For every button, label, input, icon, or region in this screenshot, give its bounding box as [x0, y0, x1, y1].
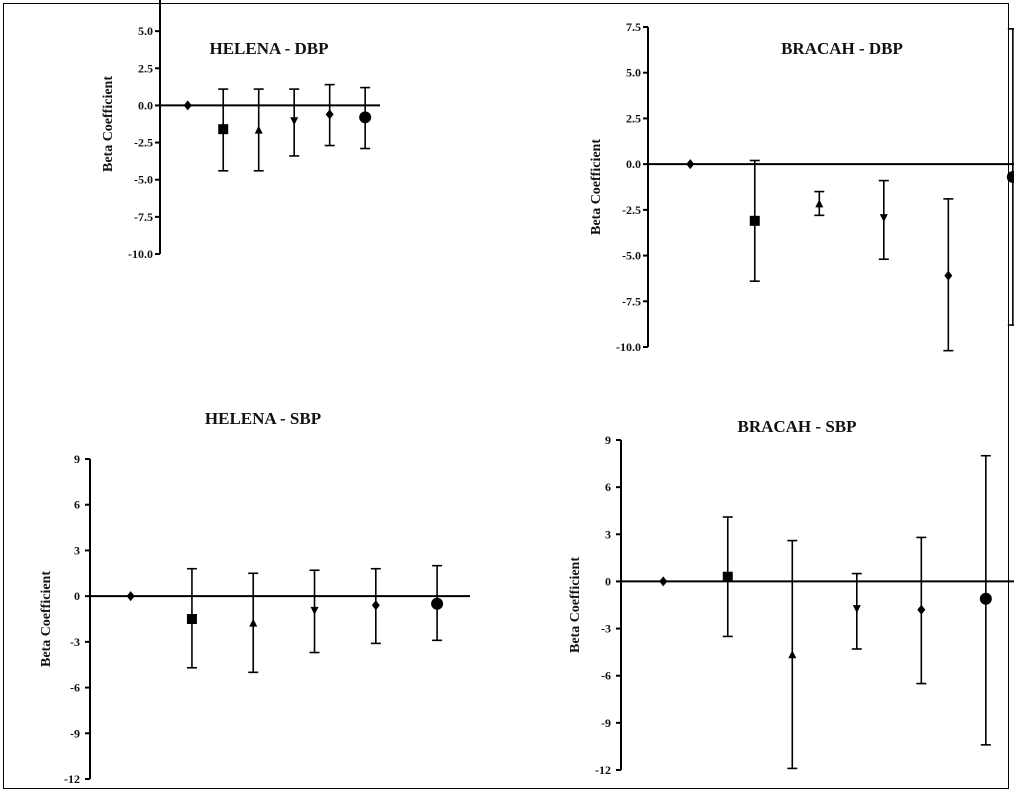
- y-axis-label: Beta Coefficient: [568, 557, 583, 653]
- y-tick-label: -2.5: [134, 136, 153, 150]
- marker-triangle-down: [879, 214, 888, 223]
- marker-square: [749, 215, 760, 226]
- y-tick-label: -12: [64, 772, 80, 786]
- chart-title: BRACAH - SBP: [737, 417, 856, 436]
- marker-triangle-down: [290, 117, 299, 126]
- marker-triangle-up: [788, 650, 797, 659]
- chart-helena-sbp: HELENA - SBP Beta Coefficient 9 6 3 0 -3 -6 -9…: [39, 409, 470, 786]
- figure-frame: HELENA - DBP Beta Coefficient 7.5 5.0 2.5 0…: [3, 0, 1014, 789]
- data-point-5: [324, 83, 335, 147]
- data-point-3: [253, 88, 264, 172]
- y-tick-label: 0: [74, 589, 80, 603]
- marker-square: [722, 571, 733, 582]
- data-point-4: [309, 569, 320, 654]
- marker-triangle-down: [310, 606, 319, 615]
- y-tick-label: -3: [70, 635, 80, 649]
- marker-diamond: [183, 100, 192, 111]
- y-tick-label: 2.5: [626, 111, 641, 125]
- data-point-4: [289, 88, 300, 157]
- data-point-3: [248, 572, 259, 674]
- chart-title: BRACAH - DBP: [781, 39, 903, 58]
- data-point-3: [814, 190, 825, 217]
- y-tick-label: 6: [74, 498, 80, 512]
- y-axis-label: Beta Coefficient: [589, 139, 604, 235]
- chart-title: HELENA - SBP: [205, 409, 321, 428]
- y-tick-label: -7.5: [622, 294, 641, 308]
- y-tick-label: -12: [595, 763, 611, 777]
- chart-bracah-dbp: BRACAH - DBP Beta Coefficient 7.5 5.0 2.5 0…: [589, 20, 1014, 354]
- marker-triangle-up: [254, 125, 263, 134]
- data-point-6: [1006, 28, 1014, 326]
- y-tick-label: -5.0: [622, 249, 641, 263]
- data-point-6: [359, 86, 372, 150]
- y-tick-label: 2.5: [138, 61, 153, 75]
- marker-diamond: [371, 600, 380, 611]
- data-point-1: [686, 159, 695, 170]
- y-tick-label: 6: [605, 480, 611, 494]
- data-point-1: [126, 591, 135, 602]
- marker-circle: [431, 597, 444, 610]
- marker-square: [186, 614, 197, 624]
- chart-bracah-sbp: BRACAH - SBP Beta Coefficient 9 6 3 0 -3 -6 -9…: [568, 417, 1014, 777]
- data-point-4: [878, 179, 889, 261]
- data-point-6: [431, 564, 444, 642]
- y-tick-label: -5.0: [134, 173, 153, 187]
- data-point-2: [722, 516, 733, 638]
- y-tick-label: -7.5: [134, 210, 153, 224]
- y-tick-label: 0.0: [138, 98, 153, 112]
- y-tick-label: -10.0: [128, 247, 153, 261]
- marker-diamond: [126, 591, 135, 602]
- data-point-1: [183, 100, 192, 111]
- marker-diamond: [659, 576, 668, 587]
- y-tick-label: 5.0: [626, 66, 641, 80]
- marker-circle: [359, 111, 372, 124]
- y-axis-label: Beta Coefficient: [101, 76, 116, 172]
- data-point-1: [659, 576, 668, 587]
- marker-diamond: [686, 159, 695, 170]
- y-tick-label: 3: [605, 527, 611, 541]
- marker-circle: [979, 592, 992, 605]
- y-tick-label: 9: [605, 433, 611, 447]
- data-point-5: [370, 567, 381, 645]
- data-point-5: [916, 536, 927, 685]
- data-point-3: [787, 539, 798, 770]
- y-tick-label: -3: [601, 622, 611, 636]
- data-point-2: [218, 88, 229, 172]
- marker-diamond: [325, 109, 334, 120]
- y-tick-label: 5.0: [138, 24, 153, 38]
- data-point-6: [979, 454, 992, 746]
- data-point-5: [943, 198, 954, 352]
- data-point-2: [186, 567, 197, 669]
- data-point-2: [749, 159, 760, 282]
- marker-triangle-down: [852, 605, 861, 614]
- y-tick-label: -10.0: [616, 340, 641, 354]
- y-tick-label: -6: [601, 669, 611, 683]
- chart-helena-dbp: HELENA - DBP Beta Coefficient 7.5 5.0 2.5 0…: [101, 0, 380, 261]
- marker-circle: [1006, 170, 1014, 183]
- marker-square: [218, 124, 229, 135]
- data-point-4: [851, 572, 862, 650]
- y-axis-label: Beta Coefficient: [39, 571, 54, 667]
- marker-triangle-up: [249, 618, 258, 627]
- y-tick-label: 7.5: [626, 20, 641, 34]
- marker-diamond: [944, 270, 953, 281]
- y-tick-label: -2.5: [622, 203, 641, 217]
- chart-title: HELENA - DBP: [209, 39, 328, 58]
- y-tick-label: 3: [74, 543, 80, 557]
- y-tick-label: 7.5: [138, 0, 153, 1]
- marker-triangle-up: [815, 199, 824, 208]
- y-tick-label: -9: [601, 716, 611, 730]
- marker-diamond: [917, 604, 926, 615]
- y-tick-label: 0: [605, 574, 611, 588]
- y-tick-label: -6: [70, 681, 80, 695]
- y-tick-label: -9: [70, 726, 80, 740]
- y-tick-label: 0.0: [626, 157, 641, 171]
- y-tick-label: 9: [74, 452, 80, 466]
